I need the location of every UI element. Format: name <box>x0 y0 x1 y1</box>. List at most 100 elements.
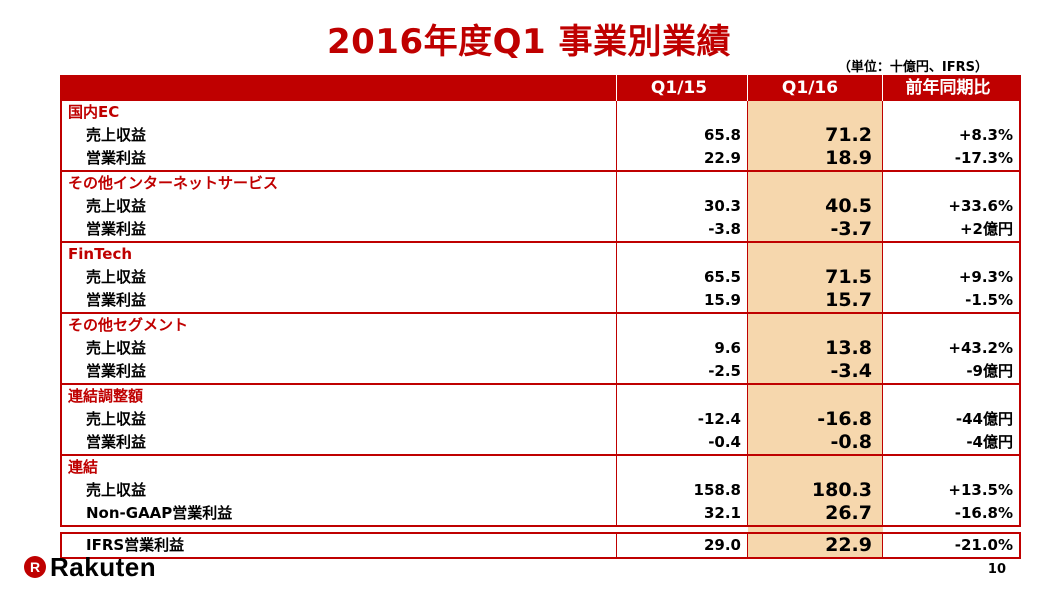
value-q15: 22.9 <box>616 147 748 172</box>
logo-wordmark: Rakuten <box>50 551 157 582</box>
header-yoy: 前年同期比 <box>882 75 1021 101</box>
row-label: 営業利益 <box>60 218 617 243</box>
value-q15: 9.6 <box>616 337 748 360</box>
segment-row: FinTech <box>60 242 1021 266</box>
value-q15: 65.8 <box>616 124 748 147</box>
value-q15: 29.0 <box>616 532 748 559</box>
value-q15: -2.5 <box>616 360 748 385</box>
value-q15: 30.3 <box>616 195 748 218</box>
empty-cell <box>616 171 748 195</box>
value-yoy: +13.5% <box>882 479 1021 502</box>
row-label: 売上収益 <box>60 124 617 147</box>
value-yoy: +8.3% <box>882 124 1021 147</box>
value-q16: 13.8 <box>747 337 883 360</box>
value-q15: 15.9 <box>616 289 748 314</box>
unit-note: （単位：十億円、IFRS） <box>837 60 988 75</box>
rakuten-r-icon: R <box>24 556 46 578</box>
value-q16: 18.9 <box>747 147 883 172</box>
empty-cell <box>616 384 748 408</box>
empty-cell <box>747 455 883 479</box>
empty-cell <box>616 455 748 479</box>
empty-cell <box>747 384 883 408</box>
empty-cell <box>882 384 1021 408</box>
value-yoy: -44億円 <box>882 408 1021 431</box>
segment-name: その他セグメント <box>60 313 617 337</box>
row-label: 売上収益 <box>60 266 617 289</box>
empty-cell <box>616 313 748 337</box>
table-row: 売上収益 -12.4 -16.8 -44億円 <box>60 408 1021 431</box>
empty-cell <box>747 313 883 337</box>
value-q15: 158.8 <box>616 479 748 502</box>
segment-row: 国内EC <box>60 101 1021 124</box>
empty-cell <box>882 101 1021 124</box>
value-q16: -3.7 <box>747 218 883 243</box>
segment-row: 連結調整額 <box>60 384 1021 408</box>
segment-name: FinTech <box>60 242 617 266</box>
rakuten-logo: R Rakuten <box>24 552 156 582</box>
empty-cell <box>882 455 1021 479</box>
empty-cell <box>747 101 883 124</box>
empty-cell <box>882 171 1021 195</box>
row-label: 売上収益 <box>60 337 617 360</box>
table-row: 営業利益 -0.4 -0.8 -4億円 <box>60 431 1021 456</box>
value-yoy: -4億円 <box>882 431 1021 456</box>
empty-cell <box>747 171 883 195</box>
spacer-cell <box>883 526 1021 533</box>
row-label: 売上収益 <box>60 195 617 218</box>
row-label: Non-GAAP営業利益 <box>60 502 617 527</box>
value-q16: 22.9 <box>747 532 883 559</box>
value-yoy: +43.2% <box>882 337 1021 360</box>
row-label: 営業利益 <box>60 431 617 456</box>
header-label-cell <box>60 75 617 101</box>
value-yoy: -9億円 <box>882 360 1021 385</box>
spacer-cell <box>61 526 617 533</box>
value-q16: 71.2 <box>747 124 883 147</box>
empty-cell <box>882 313 1021 337</box>
empty-cell <box>616 101 748 124</box>
segment-name: その他インターネットサービス <box>60 171 617 195</box>
value-q15: -3.8 <box>616 218 748 243</box>
value-q15: -12.4 <box>616 408 748 431</box>
row-label: 売上収益 <box>60 479 617 502</box>
segment-row: 連結 <box>60 455 1021 479</box>
empty-cell <box>747 242 883 266</box>
value-q15: -0.4 <box>616 431 748 456</box>
table-row: 売上収益 65.5 71.5 +9.3% <box>60 266 1021 289</box>
empty-cell <box>616 242 748 266</box>
value-q16: 26.7 <box>747 502 883 527</box>
table-row: 売上収益 65.8 71.2 +8.3% <box>60 124 1021 147</box>
value-yoy: +9.3% <box>882 266 1021 289</box>
value-q16: 40.5 <box>747 195 883 218</box>
table-row: 営業利益 15.9 15.7 -1.5% <box>60 289 1021 314</box>
segment-results-table: Q1/15 Q1/16 前年同期比 国内EC 売上収益 65.8 71.2 +8.3% 営… <box>60 75 1021 559</box>
segment-name: 国内EC <box>60 101 617 124</box>
row-label: 営業利益 <box>60 289 617 314</box>
value-q15: 32.1 <box>616 502 748 527</box>
spacer-row <box>61 526 1020 533</box>
segment-name: 連結調整額 <box>60 384 617 408</box>
value-q16: -0.8 <box>747 431 883 456</box>
spacer-cell <box>747 526 883 533</box>
table-header-row: Q1/15 Q1/16 前年同期比 <box>60 75 1021 101</box>
table-row: 売上収益 30.3 40.5 +33.6% <box>60 195 1021 218</box>
segment-row: その他インターネットサービス <box>60 171 1021 195</box>
header-q15: Q1/15 <box>616 75 748 101</box>
table-row: 売上収益 158.8 180.3 +13.5% <box>60 479 1021 502</box>
value-q15: 65.5 <box>616 266 748 289</box>
value-yoy: -1.5% <box>882 289 1021 314</box>
slide-title: 2016年度Q1 事業別業績 <box>326 22 732 62</box>
row-label: 売上収益 <box>60 408 617 431</box>
spacer-cell <box>617 526 748 533</box>
value-yoy: -16.8% <box>882 502 1021 527</box>
value-yoy: +33.6% <box>882 195 1021 218</box>
table-row: 売上収益 9.6 13.8 +43.2% <box>60 337 1021 360</box>
value-q16: 71.5 <box>747 266 883 289</box>
table-row: 営業利益 -3.8 -3.7 +2億円 <box>60 218 1021 243</box>
segment-name: 連結 <box>60 455 617 479</box>
header-q16: Q1/16 <box>747 75 883 101</box>
value-yoy: +2億円 <box>882 218 1021 243</box>
value-yoy: -17.3% <box>882 147 1021 172</box>
table-row: 営業利益 22.9 18.9 -17.3% <box>60 147 1021 172</box>
table-row: 営業利益 -2.5 -3.4 -9億円 <box>60 360 1021 385</box>
value-q16: 15.7 <box>747 289 883 314</box>
